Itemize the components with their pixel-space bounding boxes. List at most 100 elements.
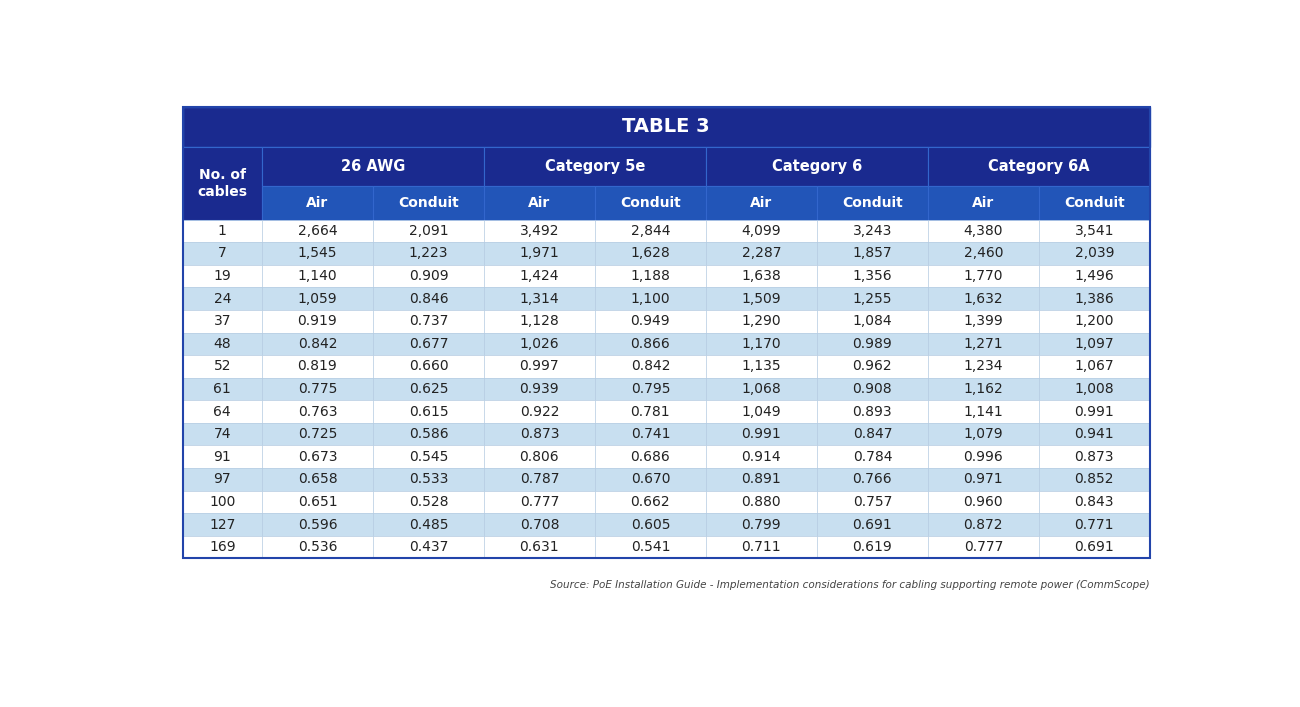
Text: 1,162: 1,162: [963, 382, 1004, 396]
Bar: [263, 243, 373, 264]
Bar: [263, 445, 373, 468]
Bar: [706, 147, 928, 186]
Text: Category 6A: Category 6A: [988, 159, 1089, 174]
Text: 169: 169: [209, 540, 235, 554]
Bar: [928, 513, 1039, 536]
Text: 1,084: 1,084: [853, 314, 892, 328]
Text: 0.763: 0.763: [298, 404, 337, 419]
Bar: [373, 423, 484, 445]
Bar: [706, 468, 816, 491]
Text: 0.528: 0.528: [408, 495, 448, 509]
Bar: [373, 445, 484, 468]
Text: 0.873: 0.873: [520, 427, 559, 441]
Bar: [816, 287, 928, 310]
Text: 0.691: 0.691: [853, 518, 892, 532]
Bar: [816, 445, 928, 468]
Text: 1,200: 1,200: [1075, 314, 1114, 328]
Bar: [263, 468, 373, 491]
Text: 2,039: 2,039: [1075, 247, 1114, 260]
Bar: [373, 536, 484, 559]
Bar: [595, 400, 706, 423]
Text: 0.711: 0.711: [741, 540, 781, 554]
Bar: [263, 491, 373, 513]
Text: 0.997: 0.997: [520, 359, 559, 373]
Text: 3,243: 3,243: [853, 224, 892, 238]
Bar: [182, 147, 263, 220]
Bar: [263, 423, 373, 445]
Bar: [1039, 445, 1150, 468]
Bar: [928, 400, 1039, 423]
Bar: [263, 513, 373, 536]
Bar: [928, 243, 1039, 264]
Bar: [484, 513, 595, 536]
Text: 1,314: 1,314: [520, 292, 559, 305]
Text: 1,097: 1,097: [1075, 337, 1114, 351]
Bar: [595, 378, 706, 400]
Bar: [816, 264, 928, 287]
Text: 0.819: 0.819: [298, 359, 337, 373]
Text: 1,170: 1,170: [741, 337, 781, 351]
Text: 64: 64: [213, 404, 231, 419]
Text: 0.891: 0.891: [741, 472, 781, 486]
Bar: [706, 332, 816, 355]
Bar: [373, 400, 484, 423]
Bar: [1039, 378, 1150, 400]
Text: 24: 24: [213, 292, 231, 305]
Bar: [706, 243, 816, 264]
Text: 0.691: 0.691: [1075, 540, 1114, 554]
Bar: [1039, 186, 1150, 220]
Text: No. of
cables: No. of cables: [198, 168, 247, 199]
Bar: [928, 147, 1149, 186]
Bar: [182, 310, 263, 332]
Text: Air: Air: [972, 196, 994, 210]
Bar: [182, 355, 263, 378]
Bar: [816, 186, 928, 220]
Bar: [373, 355, 484, 378]
Text: 0.799: 0.799: [741, 518, 781, 532]
Bar: [263, 147, 484, 186]
Text: Air: Air: [528, 196, 551, 210]
Text: 0.996: 0.996: [963, 450, 1004, 464]
Text: 0.536: 0.536: [298, 540, 337, 554]
Text: 0.766: 0.766: [853, 472, 892, 486]
Bar: [484, 220, 595, 243]
Bar: [263, 400, 373, 423]
Text: 0.545: 0.545: [408, 450, 448, 464]
Bar: [484, 355, 595, 378]
Text: Category 6: Category 6: [772, 159, 862, 174]
Bar: [595, 186, 706, 220]
Text: 1,140: 1,140: [298, 269, 337, 283]
Bar: [816, 310, 928, 332]
Bar: [928, 355, 1039, 378]
Bar: [595, 287, 706, 310]
Bar: [263, 332, 373, 355]
Bar: [263, 355, 373, 378]
Text: 4,099: 4,099: [741, 224, 781, 238]
Text: 0.541: 0.541: [630, 540, 671, 554]
Bar: [1039, 423, 1150, 445]
Bar: [816, 513, 928, 536]
Text: 0.631: 0.631: [520, 540, 559, 554]
Bar: [182, 107, 1149, 559]
Text: 1,632: 1,632: [963, 292, 1004, 305]
Bar: [182, 536, 263, 559]
Bar: [182, 107, 1149, 147]
Bar: [706, 536, 816, 559]
Text: 1,079: 1,079: [963, 427, 1004, 441]
Text: 2,287: 2,287: [741, 247, 781, 260]
Text: 2,091: 2,091: [408, 224, 448, 238]
Bar: [816, 378, 928, 400]
Text: 1,049: 1,049: [741, 404, 781, 419]
Bar: [1039, 310, 1150, 332]
Bar: [182, 423, 263, 445]
Text: Conduit: Conduit: [620, 196, 681, 210]
Text: 2,664: 2,664: [298, 224, 337, 238]
Text: 1,290: 1,290: [741, 314, 781, 328]
Text: 7: 7: [218, 247, 226, 260]
Text: 0.677: 0.677: [408, 337, 448, 351]
Text: 0.771: 0.771: [1075, 518, 1114, 532]
Bar: [484, 445, 595, 468]
Text: 1,271: 1,271: [963, 337, 1004, 351]
Text: 0.873: 0.873: [1075, 450, 1114, 464]
Text: 1,026: 1,026: [520, 337, 559, 351]
